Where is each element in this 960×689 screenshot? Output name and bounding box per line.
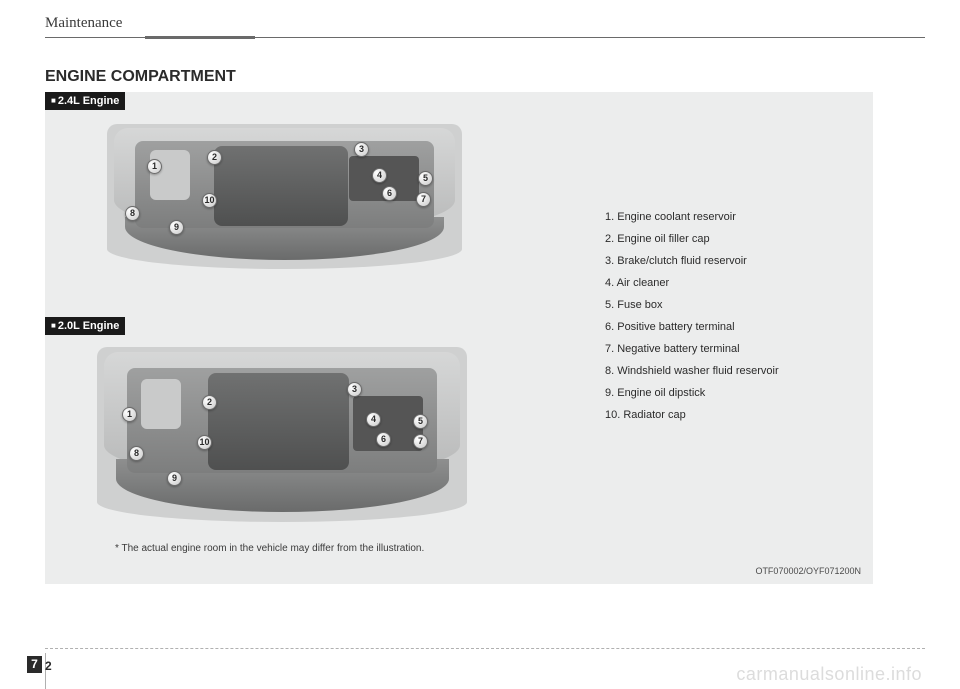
legend-item: 3. Brake/clutch fluid reservoir: [605, 256, 855, 267]
callout-marker: 6: [382, 186, 397, 201]
callout-marker: 3: [347, 382, 362, 397]
page-number: 7 2: [27, 656, 52, 673]
callout-marker: 1: [147, 159, 162, 174]
callout-marker: 6: [376, 432, 391, 447]
section-title: ENGINE COMPARTMENT: [45, 68, 925, 86]
header-rule-thick: [145, 36, 255, 39]
page-number-value: 2: [45, 659, 52, 673]
callout-marker: 10: [197, 435, 212, 450]
footer-rule: [45, 648, 925, 649]
figure-footnote: * The actual engine room in the vehicle …: [115, 543, 424, 554]
callout-marker: 3: [354, 142, 369, 157]
callout-marker: 5: [418, 171, 433, 186]
watermark: carmanualsonline.info: [736, 664, 922, 685]
callout-marker: 4: [372, 168, 387, 183]
chapter-number: 7: [27, 656, 42, 673]
callout-marker: 10: [202, 193, 217, 208]
callout-marker: 9: [167, 471, 182, 486]
legend-item: 1. Engine coolant reservoir: [605, 212, 855, 223]
callout-marker: 7: [413, 434, 428, 449]
legend-item: 8. Windshield washer fluid reservoir: [605, 366, 855, 377]
callout-marker: 8: [125, 206, 140, 221]
engine-label-1-text: 2.4L Engine: [58, 95, 120, 107]
engine-illustration-2: 1 2 34 5 6 7 8 9 10: [97, 347, 467, 522]
legend-item: 2. Engine oil filler cap: [605, 234, 855, 245]
page-header: Maintenance: [45, 15, 925, 53]
callout-marker: 4: [366, 412, 381, 427]
engine-label-2-text: 2.0L Engine: [58, 320, 120, 332]
header-title: Maintenance: [45, 15, 925, 34]
engine-label-2: ■2.0L Engine: [45, 317, 125, 335]
figure-panel: ■2.4L Engine 12345678910 ■2.0L Engine: [45, 92, 873, 584]
engine-label-1: ■2.4L Engine: [45, 92, 125, 110]
legend-item: 9. Engine oil dipstick: [605, 388, 855, 399]
legend-item: 7. Negative battery terminal: [605, 344, 855, 355]
callout-marker: 7: [416, 192, 431, 207]
callout-marker: 8: [129, 446, 144, 461]
legend-item: 5. Fuse box: [605, 300, 855, 311]
callout-marker: 2: [207, 150, 222, 165]
callout-marker: 2: [202, 395, 217, 410]
legend-item: 6. Positive battery terminal: [605, 322, 855, 333]
image-code: OTF070002/OYF071200N: [755, 566, 861, 576]
legend-list: 1. Engine coolant reservoir 2. Engine oil…: [605, 212, 855, 432]
square-icon: ■: [51, 96, 56, 105]
legend-item: 4. Air cleaner: [605, 278, 855, 289]
callout-marker: 1: [122, 407, 137, 422]
callout-marker: 9: [169, 220, 184, 235]
legend-item: 10. Radiator cap: [605, 410, 855, 421]
callout-marker: 5: [413, 414, 428, 429]
engine-illustration-1: 1 2 34 5 6 7 8 9 10: [107, 124, 462, 269]
square-icon: ■: [51, 321, 56, 330]
